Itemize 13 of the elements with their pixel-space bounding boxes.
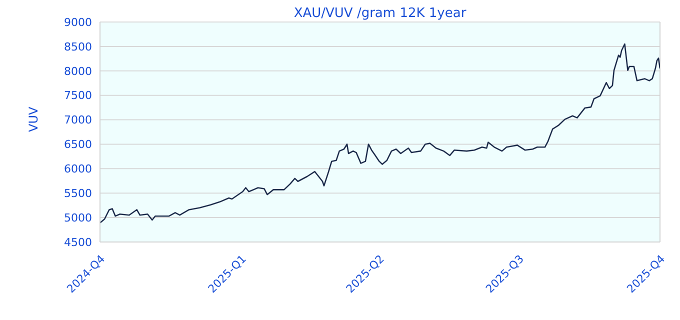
y-tick-label: 8000: [64, 64, 92, 78]
y-axis-title: VUV: [26, 106, 40, 132]
y-tick-label: 6500: [64, 138, 92, 152]
chart-title: XAU/VUV /gram 12K 1year: [292, 6, 468, 21]
y-tick-label: 7500: [64, 89, 92, 102]
y-tick-label: 7000: [64, 114, 92, 127]
y-tick-label: 6000: [64, 162, 92, 176]
y-tick-label: 4500: [64, 236, 92, 249]
line-series: [100, 43, 660, 224]
y-tick-label: 5000: [64, 211, 92, 224]
y-tick-label: 8500: [64, 40, 92, 54]
y-tick-label: 9000: [64, 16, 92, 29]
y-tick-label: 5500: [64, 187, 92, 200]
